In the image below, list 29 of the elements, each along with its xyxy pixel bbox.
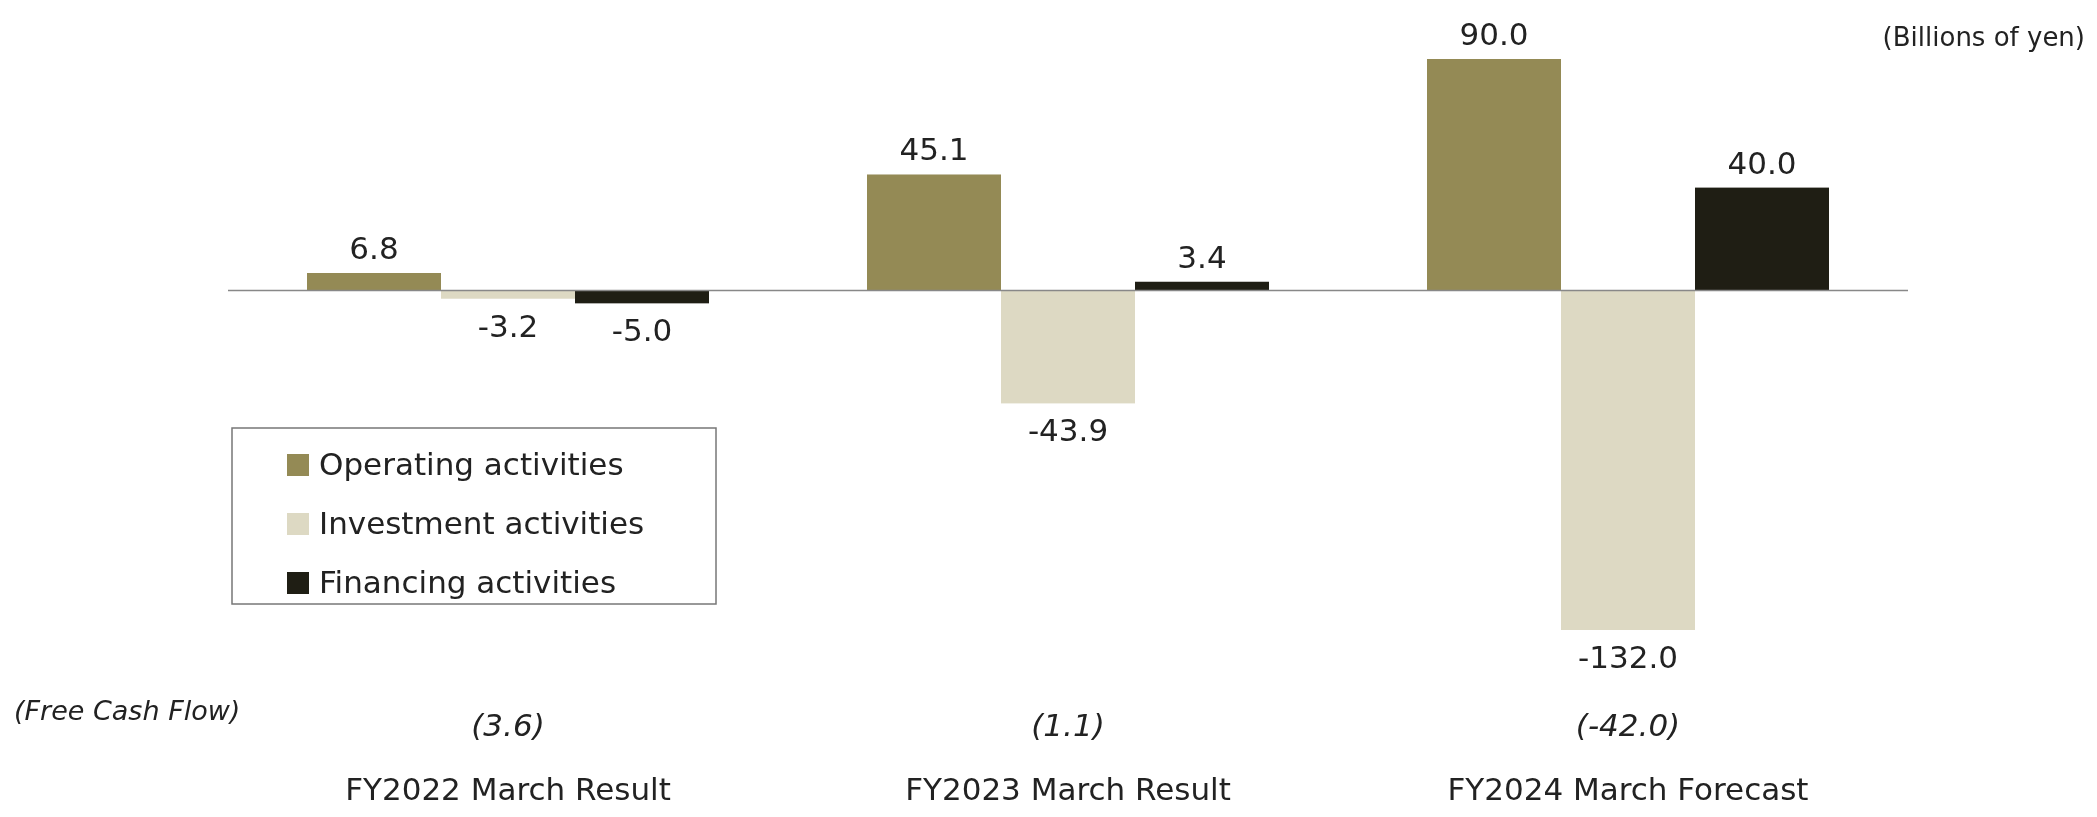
y-axis-title: (Billions of yen): [1882, 22, 2085, 52]
legend-label: Financing activities: [319, 564, 617, 600]
data-label: 3.4: [1177, 238, 1227, 275]
legend-label: Investment activities: [319, 505, 645, 541]
bar: [1561, 290, 1695, 630]
bar: [1695, 187, 1829, 291]
bar: [1427, 59, 1561, 291]
x-tick-label: FY2022 March Result: [345, 771, 671, 807]
text: (Free Cash Flow): [14, 695, 241, 726]
data-label: -3.2: [477, 307, 539, 344]
x-tick-label: FY2024 March Forecast: [1447, 771, 1809, 807]
data-label: 40.0: [1727, 144, 1797, 181]
x-tick-label: FY2023 March Result: [905, 771, 1231, 807]
data-label: -132.0: [1578, 639, 1678, 675]
data-label: 90.0: [1459, 16, 1529, 52]
data-label: -5.0: [611, 312, 673, 349]
bar: [307, 273, 441, 291]
text: (1.1): [1031, 707, 1105, 743]
data-label: -43.9: [1027, 412, 1109, 449]
data-label: 6.8: [349, 230, 399, 266]
bar: [575, 290, 709, 304]
legend-label: Operating activities: [319, 446, 624, 482]
bar: [441, 290, 575, 299]
data-label: 45.1: [899, 131, 969, 168]
bar: [1001, 290, 1135, 404]
text: (-42.0): [1575, 707, 1681, 743]
bar: [1135, 281, 1269, 291]
bar: [867, 174, 1001, 291]
text: (3.6): [471, 707, 545, 743]
